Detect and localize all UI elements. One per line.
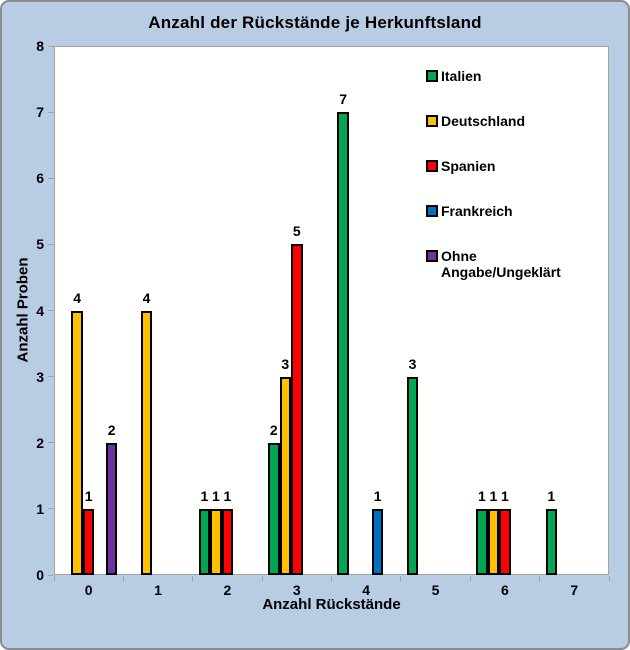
bar-italien-x2 xyxy=(198,508,211,575)
bar-value-label: 3 xyxy=(281,355,290,372)
bar-spanien-x6 xyxy=(499,508,511,575)
bar-value-label: 3 xyxy=(408,355,417,372)
bar-italien-x6 xyxy=(476,508,488,575)
y-tick-label: 7 xyxy=(36,104,44,121)
y-tick-mark xyxy=(48,574,54,576)
x-tick-label: 7 xyxy=(570,582,579,598)
y-tick-mark xyxy=(48,310,54,311)
legend-item-italien: Italien xyxy=(426,68,599,84)
legend-item-deutschland: Deutschland xyxy=(426,113,599,129)
x-tick-mark xyxy=(608,576,610,581)
bar-deutschland-x0 xyxy=(71,310,83,575)
x-tick-label: 1 xyxy=(154,582,162,598)
bar-deutschland-x6 xyxy=(487,508,500,575)
y-tick-label: 4 xyxy=(36,302,44,319)
legend-swatch-italien xyxy=(426,70,438,82)
bar-value-label: 1 xyxy=(478,487,486,504)
x-tick-label: 3 xyxy=(292,582,301,598)
x-tick-label: 4 xyxy=(362,582,371,598)
bar-value-label: 4 xyxy=(142,289,151,306)
bar-spanien-x3 xyxy=(291,244,303,575)
bar-value-label: 1 xyxy=(547,487,556,504)
legend-label: Deutschland xyxy=(441,113,526,129)
x-tick-mark xyxy=(192,576,194,581)
x-tick-label: 6 xyxy=(501,582,509,598)
bar-value-label: 1 xyxy=(373,487,382,504)
bar-value-label: 1 xyxy=(84,487,93,504)
legend-item-spanien: Spanien xyxy=(426,158,599,174)
bar-value-label: 5 xyxy=(292,223,301,240)
bar-value-label: 7 xyxy=(339,91,348,108)
legend-label: Spanien xyxy=(441,158,496,174)
bar-value-label: 1 xyxy=(489,487,498,504)
legend-label: Italien xyxy=(441,68,482,84)
y-tick-label: 5 xyxy=(36,236,44,253)
bar-deutschland-x1 xyxy=(140,310,153,575)
legend: Italien Deutschland Spanien Frankreich Ohne … xyxy=(426,68,599,280)
y-tick-mark xyxy=(48,45,54,47)
bar-italien-x7 xyxy=(545,508,558,575)
bar-ohne-angabe-ungekl-rt-x0 xyxy=(105,442,118,575)
legend-item-frankreich: Frankreich xyxy=(426,203,599,219)
bar-italien-x5 xyxy=(406,376,419,575)
legend-label: Frankreich xyxy=(441,203,513,219)
y-tick-label: 0 xyxy=(36,567,44,583)
bar-value-label: 1 xyxy=(200,487,209,504)
y-tick-label: 3 xyxy=(36,368,44,385)
legend-label: Ohne Angabe/Ungeklärt xyxy=(441,248,561,280)
x-tick-mark xyxy=(400,576,402,581)
y-tick-mark xyxy=(48,442,54,444)
bar-deutschland-x3 xyxy=(279,376,292,575)
x-tick-label: 5 xyxy=(431,582,440,598)
y-tick-mark xyxy=(48,243,54,245)
y-tick-label: 8 xyxy=(36,38,44,54)
x-tick-mark xyxy=(261,576,263,581)
bar-spanien-x0 xyxy=(82,508,95,575)
bar-frankreich-x4 xyxy=(371,508,384,575)
x-tick-mark xyxy=(331,576,332,581)
y-tick-mark xyxy=(48,508,54,510)
bar-value-label: 1 xyxy=(212,487,220,504)
x-axis-title: Anzahl Rückstände xyxy=(262,596,401,613)
bar-value-label: 1 xyxy=(223,487,232,504)
bar-italien-x4 xyxy=(337,112,349,575)
chart-title: Anzahl der Rückstände je Herkunftsland xyxy=(148,13,482,32)
x-tick-mark xyxy=(469,576,471,581)
y-tick-mark xyxy=(48,376,54,378)
bar-spanien-x2 xyxy=(221,508,234,575)
bar-deutschland-x2 xyxy=(210,508,222,575)
y-tick-label: 2 xyxy=(36,434,44,451)
bar-italien-x3 xyxy=(268,442,280,575)
bar-value-label: 1 xyxy=(501,487,509,504)
y-tick-label: 6 xyxy=(36,170,44,187)
x-tick-label: 0 xyxy=(84,582,93,598)
legend-swatch-spanien xyxy=(426,160,438,172)
legend-swatch-frankreich xyxy=(426,205,438,217)
x-tick-mark xyxy=(53,576,55,581)
legend-item-ohne-angabe-ungekl-rt: Ohne Angabe/Ungeklärt xyxy=(426,248,599,280)
y-tick-mark xyxy=(48,111,54,113)
y-tick-label: 1 xyxy=(36,500,44,517)
bar-value-label: 4 xyxy=(73,289,82,306)
x-tick-label: 2 xyxy=(223,582,232,598)
x-tick-mark xyxy=(122,576,124,581)
bar-value-label: 2 xyxy=(269,421,278,438)
bar-value-label: 2 xyxy=(107,421,116,438)
y-tick-mark xyxy=(48,177,54,179)
legend-swatch-deutschland xyxy=(426,115,438,127)
x-tick-mark xyxy=(539,576,541,581)
legend-swatch-ohne-angabe-ungekl-rt xyxy=(426,250,438,262)
